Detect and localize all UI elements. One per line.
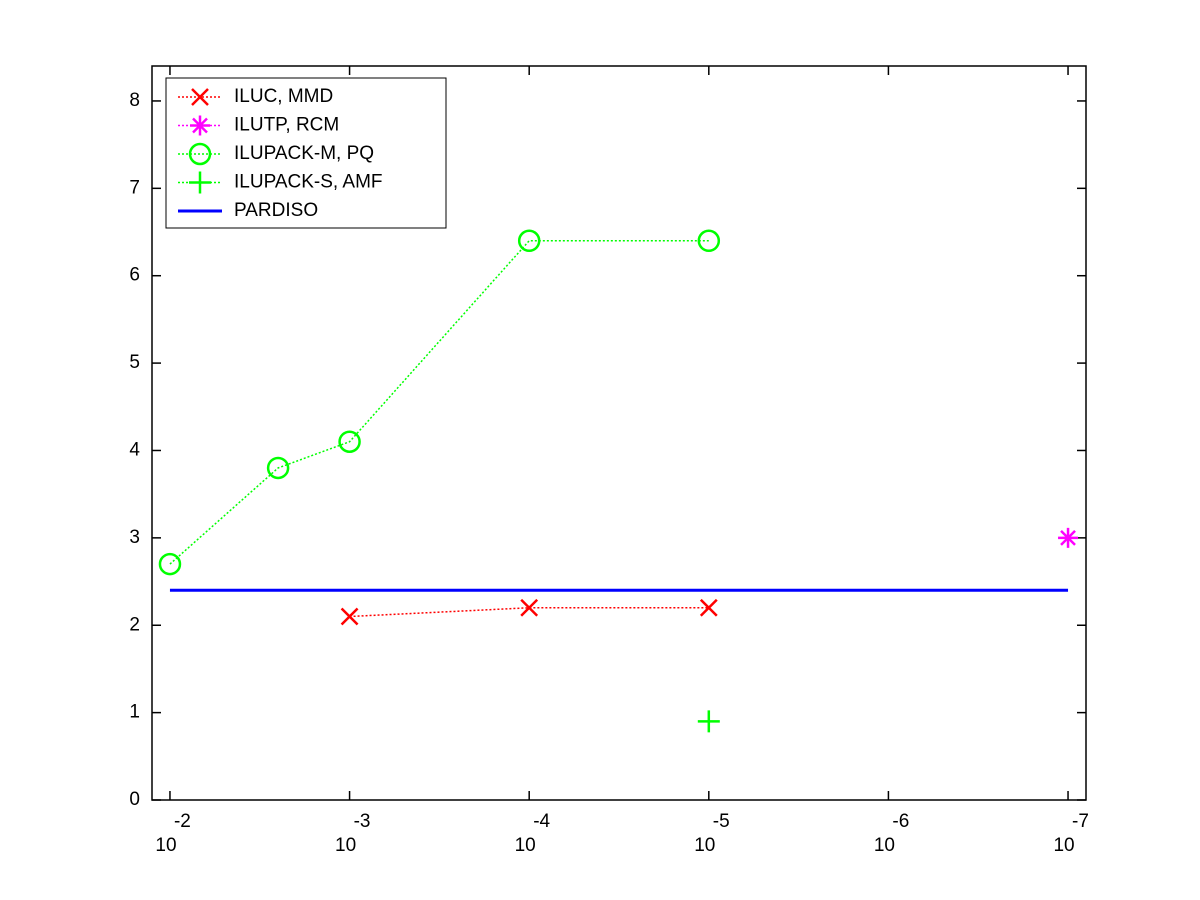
legend-label: ILUTP, RCM	[234, 115, 339, 136]
marker-stroke	[266, 456, 290, 480]
marker	[266, 456, 290, 480]
marker-stroke	[1060, 529, 1076, 546]
marker	[190, 115, 210, 136]
marker-stroke	[697, 229, 721, 253]
marker	[189, 171, 211, 194]
marker-stroke	[192, 117, 208, 134]
marker	[517, 229, 541, 253]
x-tick-label: 10	[1053, 835, 1074, 856]
marker	[1058, 527, 1079, 548]
x-tick-label: 10	[694, 835, 715, 856]
marker	[188, 142, 212, 166]
marker-stroke	[520, 598, 539, 617]
legend-label: ILUC, MMD	[234, 86, 333, 107]
marker-stroke	[340, 607, 359, 626]
x-tick-exponent: -3	[354, 811, 371, 832]
y-tick-label: 0	[129, 789, 140, 810]
marker	[191, 88, 209, 106]
legend-label: ILUPACK-M, PQ	[234, 143, 374, 164]
marker	[338, 430, 361, 453]
marker-stroke	[158, 552, 182, 576]
y-tick-label: 2	[129, 614, 140, 635]
legend-label: PARDISO	[234, 200, 318, 221]
x-tick-exponent: -2	[174, 811, 191, 832]
x-tick-label: 10	[335, 835, 356, 856]
marker-stroke	[517, 229, 541, 253]
marker	[697, 710, 720, 733]
x-tick-exponent: -4	[533, 811, 550, 832]
marker-stroke	[191, 88, 209, 106]
y-tick-label: 6	[129, 265, 140, 286]
marker	[699, 598, 718, 617]
legend-label: ILUPACK-S, AMF	[234, 172, 383, 193]
x-tick-label: 10	[515, 835, 536, 856]
marker	[697, 229, 721, 253]
marker	[340, 607, 359, 626]
y-tick-label: 4	[129, 439, 140, 460]
y-tick-label: 5	[129, 352, 140, 373]
marker-stroke	[338, 430, 361, 453]
series-line	[169, 240, 709, 565]
marker-stroke	[188, 142, 212, 166]
y-tick-label: 8	[129, 90, 140, 111]
y-tick-label: 3	[129, 527, 140, 548]
y-tick-label: 7	[129, 177, 140, 198]
marker	[158, 552, 182, 576]
x-tick-exponent: -5	[713, 811, 730, 832]
marker	[520, 598, 539, 617]
x-tick-exponent: -7	[1072, 811, 1089, 832]
x-tick-label: 10	[874, 835, 895, 856]
y-tick-label: 1	[129, 702, 140, 723]
x-tick-exponent: -6	[892, 811, 909, 832]
x-tick-label: 10	[155, 835, 176, 856]
marker-stroke	[699, 598, 718, 617]
legend-box	[165, 77, 447, 229]
